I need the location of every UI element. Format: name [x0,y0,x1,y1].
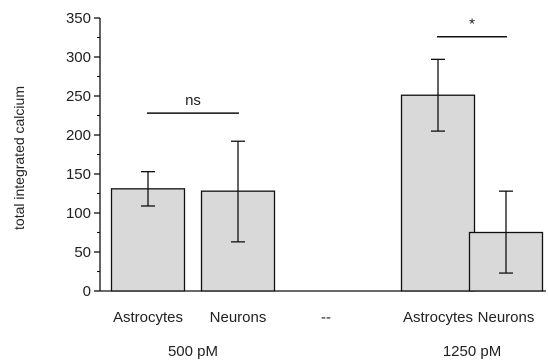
significance-label: * [469,16,475,33]
y-tick-label: 350 [66,10,91,27]
y-axis: 0 50 100 150 200 250 300 350 [66,10,546,300]
y-tick-label: 50 [74,244,91,261]
group-label: 1250 pM [443,343,501,360]
x-axis-labels: Astrocytes Neurons -- Astrocytes Neurons 500 … [113,309,534,360]
category-label: Neurons [210,309,267,326]
y-axis-title: total integrated calcium [11,86,27,230]
group-label: 500 pM [168,343,218,360]
y-tick-label: 150 [66,166,91,183]
category-label: Astrocytes [113,309,183,326]
y-tick-label: 200 [66,127,91,144]
y-tick-label: 0 [83,283,91,300]
category-label: -- [321,309,331,326]
category-label: Neurons [478,309,535,326]
significance-annotations: ns * [147,16,507,114]
error-bars [141,58,513,274]
y-tick-label: 100 [66,205,91,222]
bars [110,94,544,292]
category-label: Astrocytes [403,309,473,326]
y-tick-label: 300 [66,49,91,66]
y-tick-label: 250 [66,88,91,105]
significance-label: ns [185,92,201,109]
